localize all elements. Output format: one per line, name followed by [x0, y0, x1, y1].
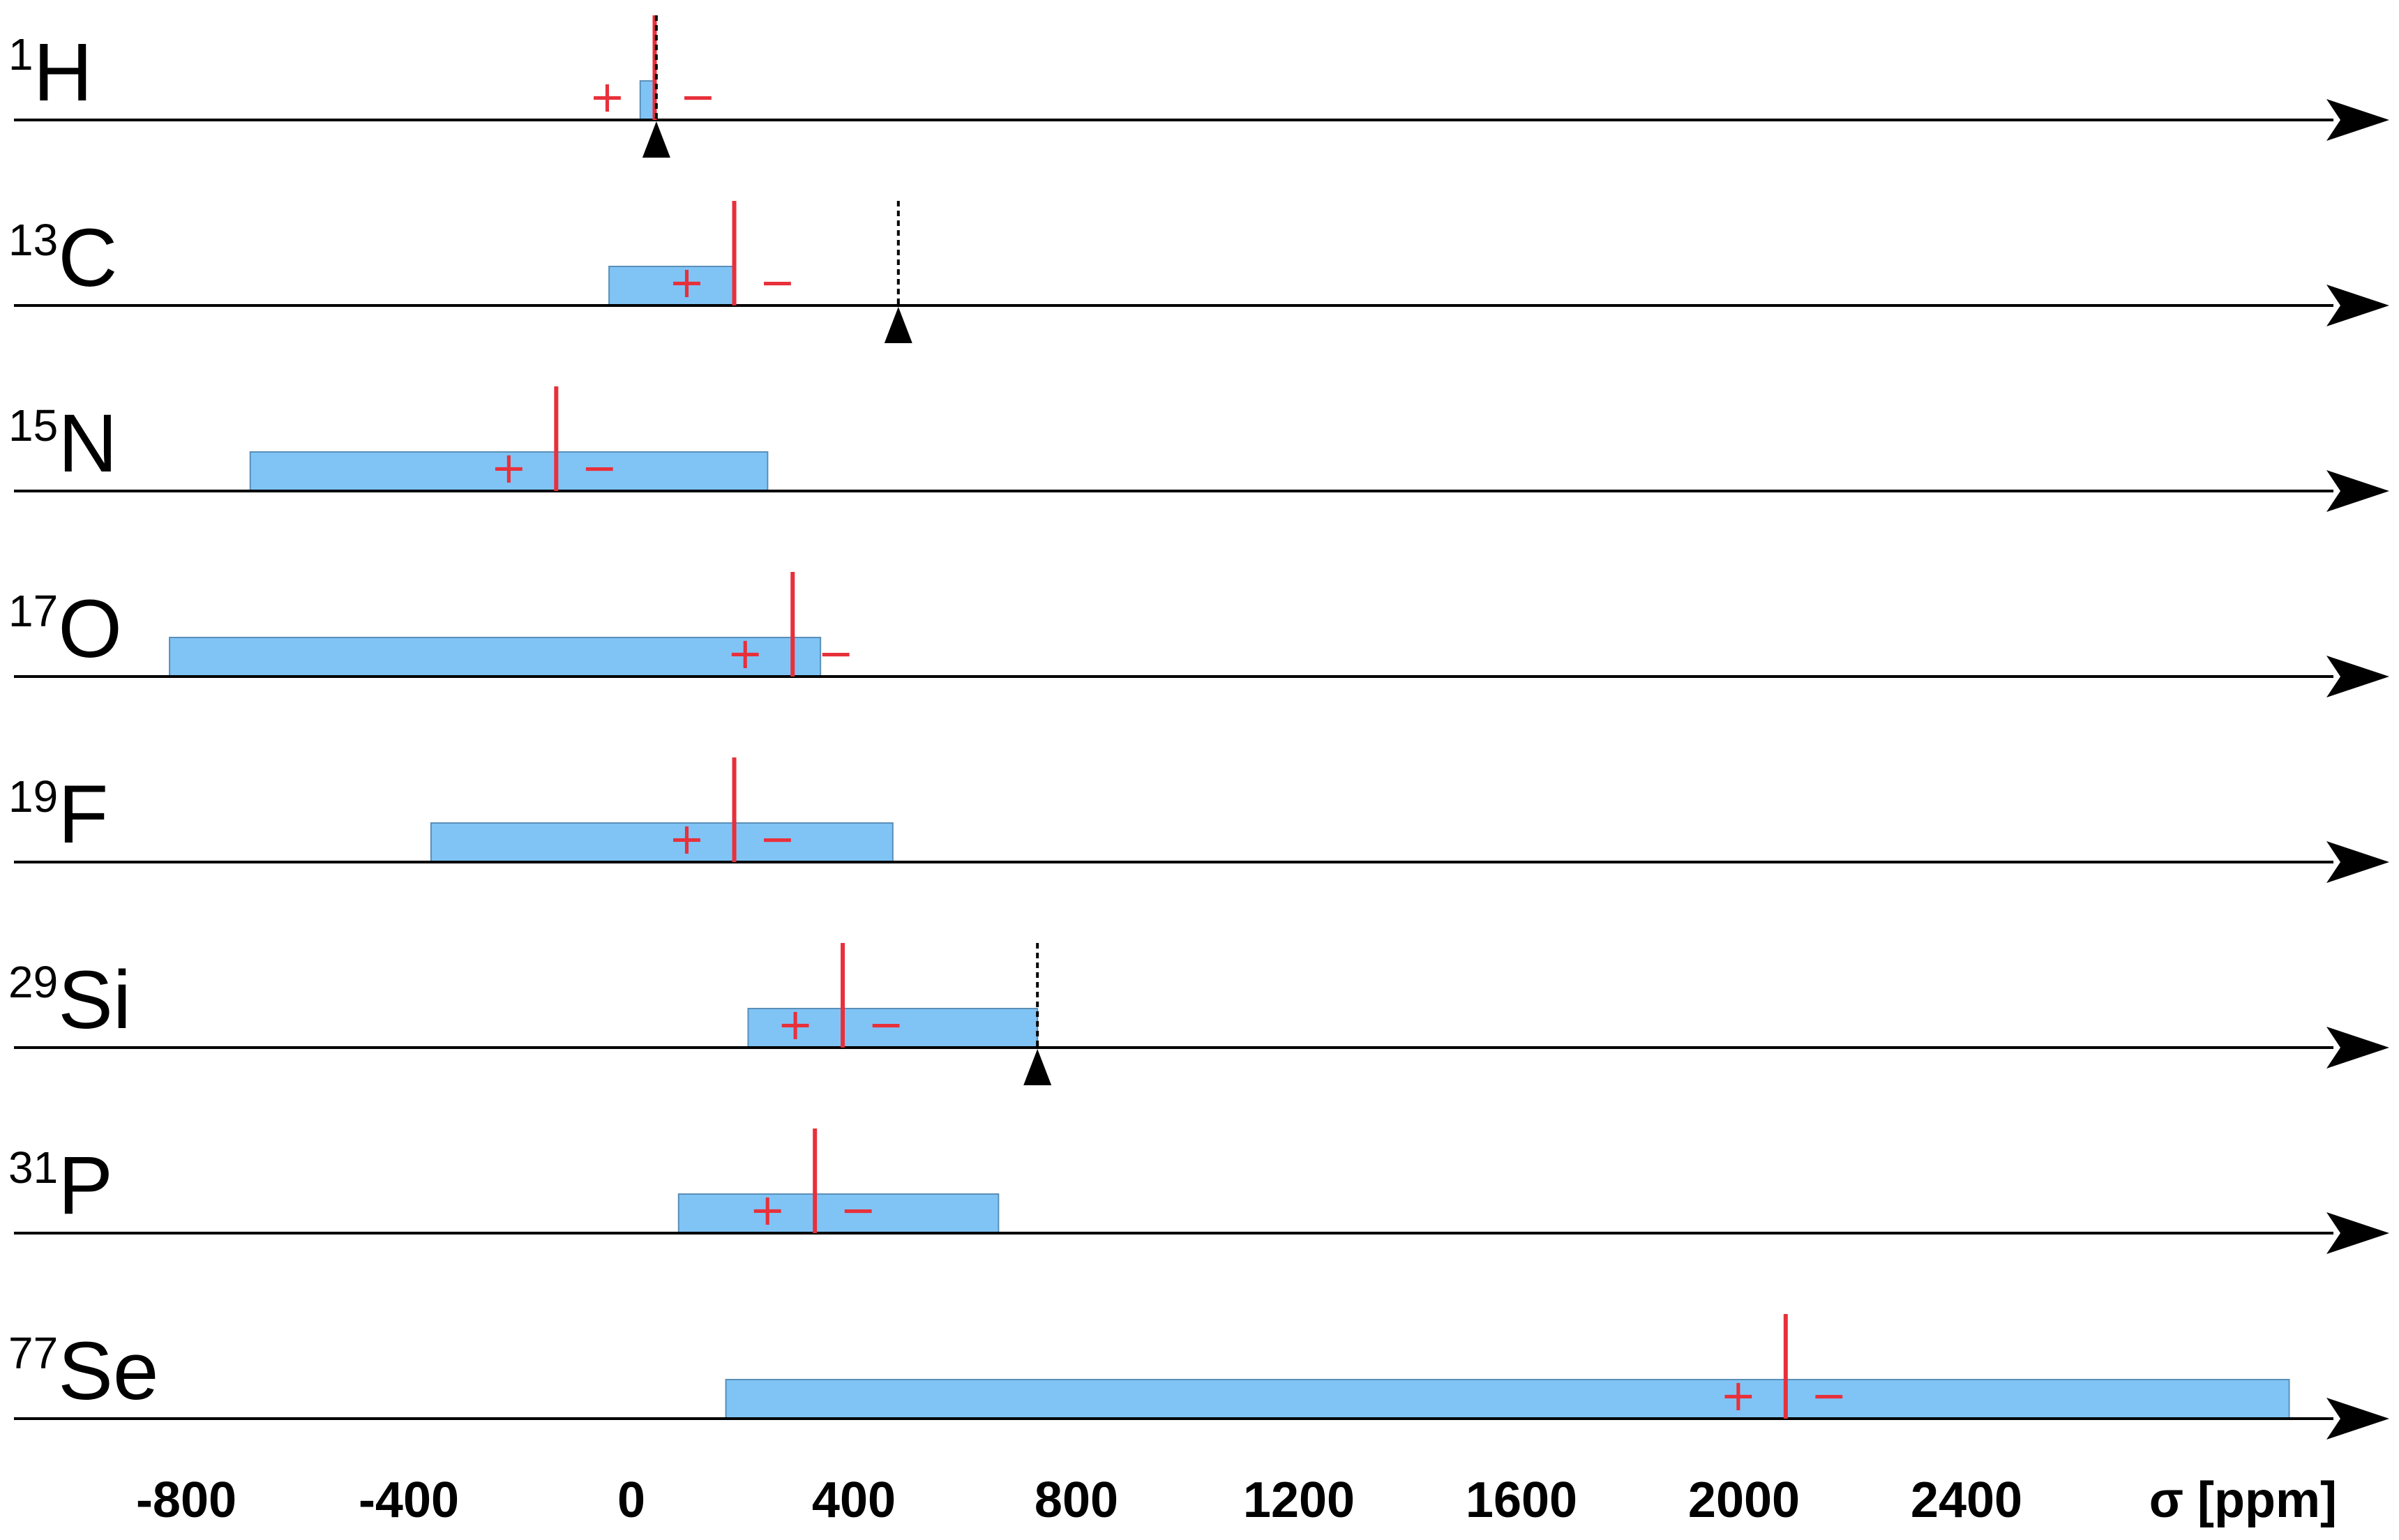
shielding-range-bar — [430, 822, 894, 863]
x-tick-label: 2400 — [1911, 1472, 2022, 1528]
shielding-range-bar — [249, 451, 769, 492]
x-axis-label: σ [ppm] — [2149, 1472, 2337, 1528]
shielding-range-bar — [747, 1008, 1039, 1048]
shielding-range-bar — [639, 80, 654, 121]
x-tick-label: 800 — [1035, 1472, 1118, 1528]
nucleus-row-p: 31P + − — [8, 1128, 2389, 1254]
x-tick-label: 2000 — [1688, 1472, 1800, 1528]
mass-number: 31 — [8, 1142, 58, 1193]
plus-sign: + — [669, 813, 705, 864]
nucleus-row-n: 15N + − — [8, 386, 2389, 512]
nucleus-row-h: 1H + − — [8, 15, 2389, 158]
nucleus-row-si: 29Si + − — [8, 943, 2389, 1085]
mass-number: 29 — [8, 957, 58, 1007]
element-symbol: H — [33, 27, 93, 119]
x-tick-label: 0 — [617, 1472, 645, 1528]
axis-arrow-icon — [2326, 656, 2389, 697]
element-symbol: F — [58, 769, 108, 861]
axis-arrow-icon — [2326, 99, 2389, 141]
minus-sign: − — [840, 1184, 876, 1235]
element-symbol: Si — [58, 954, 131, 1046]
element-symbol: P — [58, 1140, 113, 1232]
shielding-range-bar — [677, 1193, 1000, 1234]
minus-sign: − — [1811, 1370, 1847, 1421]
shielding-range-bar — [169, 637, 822, 677]
nucleus-row-se: 77Se + − — [8, 1314, 2389, 1440]
nucleus-label: 17O — [8, 583, 122, 675]
minus-sign: − — [760, 813, 796, 864]
nucleus-label: 1H — [8, 27, 93, 119]
x-tick-label: -800 — [136, 1472, 236, 1528]
minus-sign: − — [581, 442, 617, 493]
axis-arrow-icon — [2326, 470, 2389, 512]
plus-sign: + — [777, 999, 813, 1050]
mass-number: 17 — [8, 586, 58, 636]
axis-arrow-icon — [2326, 1027, 2389, 1069]
axis-arrow-icon — [2326, 841, 2389, 883]
nucleus-label: 19F — [8, 769, 108, 861]
minus-sign: − — [868, 999, 904, 1050]
nucleus-row-f: 19F + − — [8, 757, 2389, 883]
axis-arrow-icon — [2326, 1212, 2389, 1254]
axis-arrow-icon — [2326, 1398, 2389, 1440]
plus-sign: + — [490, 442, 527, 493]
mass-number: 19 — [8, 771, 58, 822]
nucleus-row-c: 13C + − — [8, 201, 2389, 343]
element-symbol: C — [58, 212, 117, 304]
marker-triangle-icon — [642, 121, 670, 158]
plus-sign: + — [1720, 1370, 1757, 1421]
plus-sign: + — [589, 71, 626, 122]
shielding-range-bar — [725, 1379, 2290, 1419]
mass-number: 77 — [8, 1328, 58, 1378]
element-symbol: O — [58, 583, 122, 675]
mass-number: 1 — [8, 29, 33, 80]
marker-triangle-icon — [884, 307, 912, 343]
nucleus-label: 77Se — [8, 1325, 159, 1417]
mass-number: 15 — [8, 400, 58, 451]
plus-sign: + — [749, 1184, 785, 1235]
x-tick-label: 400 — [812, 1472, 896, 1528]
element-symbol: N — [58, 398, 117, 490]
minus-sign: − — [818, 628, 854, 679]
x-axis-ticks: -800 -400 0 400 800 1200 1600 2000 2400 — [136, 1472, 2022, 1528]
nucleus-label: 15N — [8, 398, 117, 490]
nuclei-rows: 1H + − 13C + − 15N + − 17O + − 19F + − 29Si + − 31P + − 77Se +… — [8, 15, 2389, 1440]
marker-triangle-icon — [1023, 1049, 1052, 1085]
mass-number: 13 — [8, 215, 58, 265]
minus-sign: − — [680, 71, 716, 122]
element-symbol: Se — [58, 1325, 158, 1417]
plus-sign: + — [727, 628, 763, 679]
nucleus-label: 13C — [8, 212, 117, 304]
x-tick-label: -400 — [359, 1472, 459, 1528]
nucleus-label: 31P — [8, 1140, 113, 1232]
minus-sign: − — [760, 257, 796, 308]
nucleus-label: 29Si — [8, 954, 131, 1046]
x-tick-label: 1200 — [1243, 1472, 1355, 1528]
plus-sign: + — [669, 257, 705, 308]
x-tick-label: 1600 — [1466, 1472, 1577, 1528]
axis-arrow-icon — [2326, 285, 2389, 326]
shielding-range-bar — [608, 266, 735, 306]
nucleus-row-o: 17O + − — [8, 572, 2389, 697]
